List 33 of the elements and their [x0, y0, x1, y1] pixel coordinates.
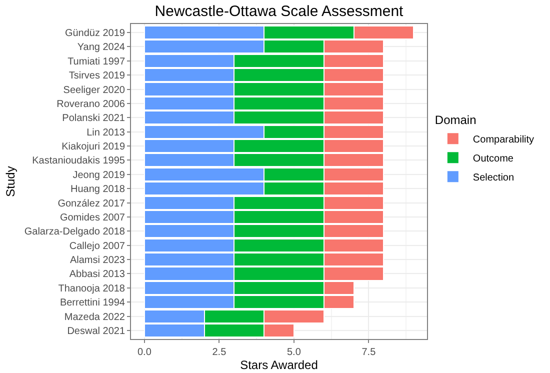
y-tick-label: Gomides 2007 [60, 212, 126, 224]
y-tick-label: Kastanioudakis 1995 [32, 156, 126, 167]
y-tick-label: Kiakojuri 2019 [62, 142, 126, 153]
x-tick-label: 2.5 [212, 347, 227, 358]
y-tick-label: Berrettini 1994 [60, 298, 126, 309]
chart-title: Newcastle-Ottawa Scale Assessment [154, 3, 404, 20]
y-tick-label: Galarza-Delgado 2018 [24, 226, 126, 238]
y-tick-label: Lin 2013 [86, 127, 126, 138]
y-tick-label: Huang 2018 [70, 184, 126, 196]
x-axis-title: Stars Awarded [240, 358, 318, 372]
x-tick-label: 7.5 [362, 347, 376, 358]
legend-title: Domain [434, 113, 476, 128]
y-axis-title: Study [4, 166, 18, 197]
y-tick-label: Mazeda 2022 [64, 312, 126, 323]
y-tick-label: Yang 2024 [77, 42, 126, 54]
y-tick-label: Deswal 2021 [67, 326, 126, 337]
x-tick-label: 0.0 [137, 347, 152, 358]
y-tick-label: Tsirves 2019 [68, 70, 126, 82]
y-tick-label: González 2017 [58, 198, 126, 210]
x-tick-label: 5.0 [286, 347, 302, 358]
y-tick-label: Seeliger 2020 [63, 84, 126, 96]
legend-label: Selection [472, 172, 514, 184]
y-tick-label: Polanski 2021 [62, 113, 126, 124]
y-tick-label: Tumiati 1997 [68, 56, 126, 68]
y-tick-label: Abbasi 2013 [69, 269, 126, 280]
y-tick-label: Jeong 2019 [72, 170, 126, 181]
y-tick-label: Alamsi 2023 [70, 255, 126, 266]
y-tick-label: Roverano 2006 [56, 98, 126, 110]
legend-label: Comparability [472, 134, 534, 146]
y-tick-label: Callejo 2007 [69, 240, 126, 252]
y-tick-label: Thanooja 2018 [58, 283, 126, 294]
y-tick-label: Gündüz 2019 [64, 28, 126, 40]
legend-label: Outcome [472, 154, 514, 164]
